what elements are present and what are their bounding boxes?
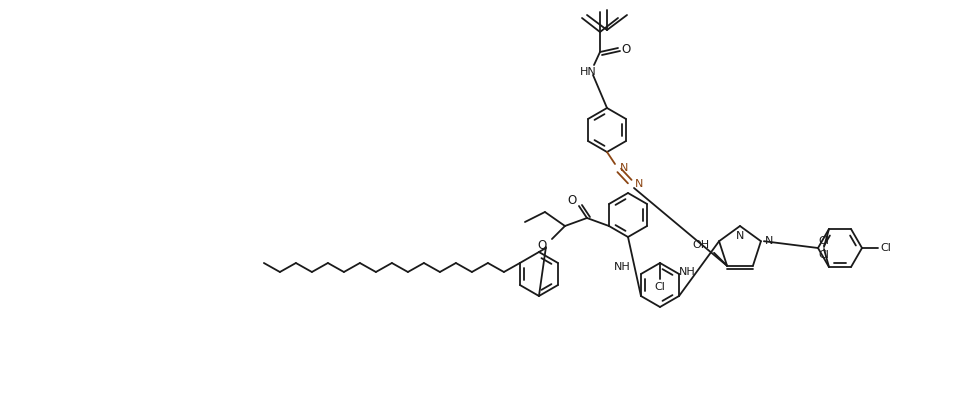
Text: Cl: Cl	[818, 236, 828, 246]
Text: HN: HN	[579, 67, 596, 77]
Text: O: O	[567, 194, 576, 207]
Text: N: N	[735, 231, 744, 241]
Text: Cl: Cl	[879, 243, 891, 253]
Text: O: O	[537, 239, 546, 252]
Text: N: N	[764, 236, 773, 246]
Text: NH: NH	[613, 261, 630, 271]
Text: N: N	[634, 179, 643, 189]
Text: NH: NH	[678, 267, 695, 276]
Text: N: N	[619, 163, 628, 173]
Text: OH: OH	[692, 240, 709, 250]
Text: O: O	[621, 43, 630, 56]
Text: Cl: Cl	[818, 250, 828, 260]
Text: Cl: Cl	[653, 282, 665, 292]
